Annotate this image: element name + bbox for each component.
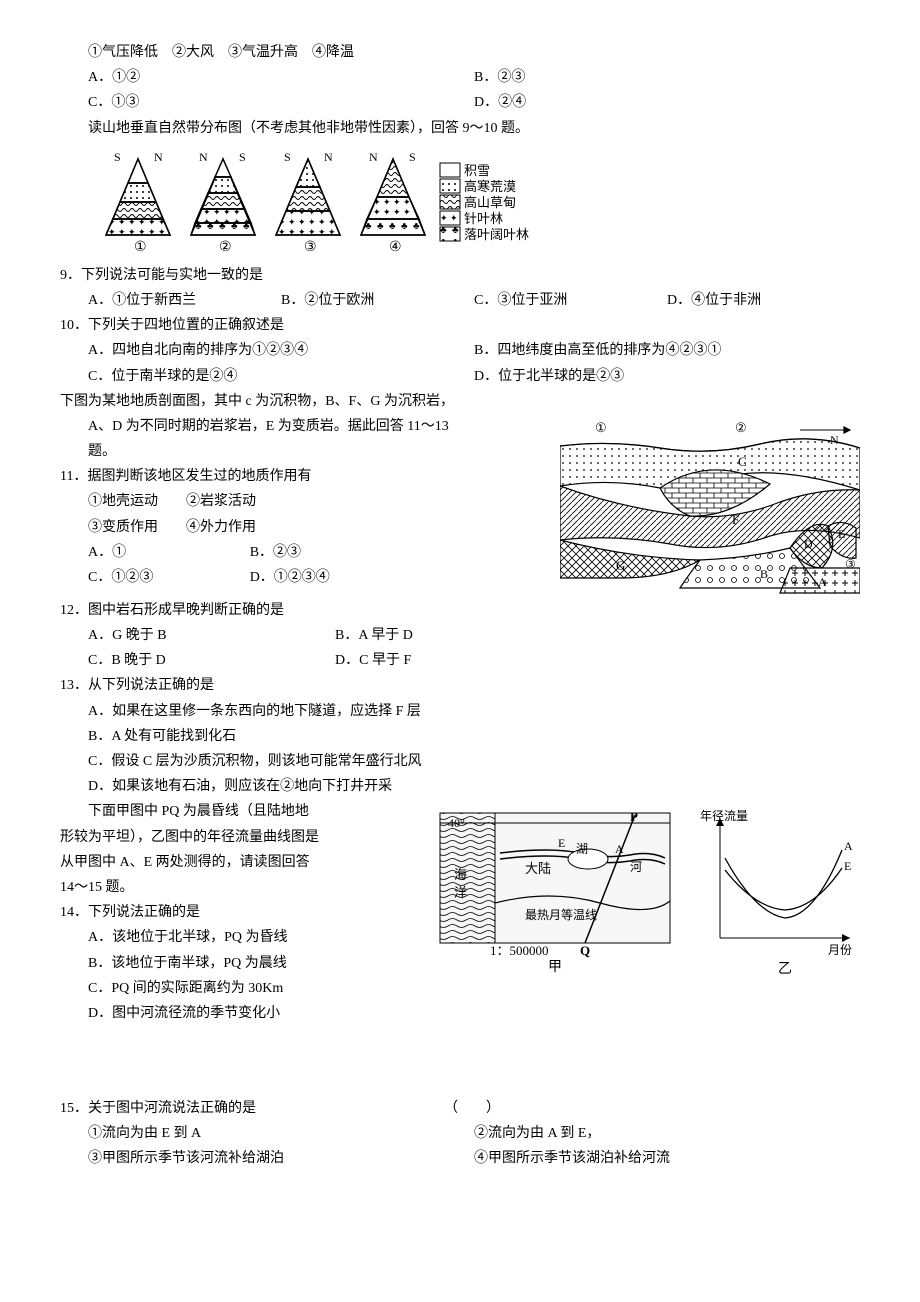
q8-C: C．①③	[88, 90, 474, 115]
map-diagram: 40° P 湖 E A 河 大陆 海 洋 最热月等温线 Q	[430, 803, 860, 978]
svg-text:海: 海	[454, 867, 467, 882]
q13-A: A．如果在这里修一条东西向的地下隧道，应选择 F 层	[88, 699, 860, 724]
geology-diagram: ① ② N C F G B	[560, 418, 860, 598]
q9-stem: 9．下列说法可能与实地一致的是	[60, 263, 860, 288]
intro14-l4: 14～15 题。	[60, 875, 420, 900]
mountain-diagram: ✦ ♣ S N ① N S ② S N	[88, 147, 860, 257]
svg-text:B: B	[760, 567, 768, 581]
q9-C: C．③位于亚洲	[474, 288, 667, 313]
svg-text:湖: 湖	[576, 841, 588, 856]
svg-text:①: ①	[595, 420, 607, 435]
q10-C: C．位于南半球的是②④	[88, 364, 474, 389]
svg-text:S: S	[409, 150, 416, 164]
q12-D: D．C 早于 F	[335, 648, 411, 673]
q10-B: B．四地纬度由高至低的排序为④②③①	[474, 338, 860, 363]
svg-text:C: C	[738, 454, 747, 469]
q11-stem: 11．据图判断该地区发生过的地质作用有	[60, 464, 550, 489]
svg-text:E: E	[844, 859, 851, 873]
q13-B: B．A 处有可能找到化石	[88, 724, 860, 749]
svg-text:N: N	[199, 150, 208, 164]
svg-text:E: E	[558, 836, 565, 850]
q15-stem: 15．关于图中河流说法正确的是	[60, 1096, 444, 1121]
svg-text:落叶阔叶林: 落叶阔叶林	[464, 227, 529, 242]
svg-text:河: 河	[630, 860, 642, 874]
q14-D: D．图中河流径流的季节变化小	[88, 1001, 420, 1026]
intro-11-line2: A、D 为不同时期的岩浆岩，E 为变质岩。据此回答 11～13	[60, 414, 550, 439]
svg-text:③: ③	[304, 240, 317, 255]
intro-11-line3: 题。	[60, 439, 550, 464]
intro-9-10: 读山地垂直自然带分布图（不考虑其他非地带性因素），回答 9～10 题。	[88, 116, 860, 141]
q10-stem: 10．下列关于四地位置的正确叙述是	[60, 313, 860, 338]
q11-l2: ③变质作用 ④外力作用	[60, 515, 550, 540]
svg-text:洋: 洋	[454, 885, 467, 900]
q15-o3: ③甲图所示季节该河流补给湖泊	[88, 1146, 474, 1171]
q14-C: C．PQ 间的实际距离约为 30Km	[88, 976, 420, 1001]
svg-text:N: N	[324, 150, 333, 164]
svg-text:②: ②	[735, 420, 747, 435]
q15-o1: ①流向为由 E 到 A	[88, 1121, 474, 1146]
intro-11-line1: 下图为某地地质剖面图，其中 c 为沉积物，B、F、G 为沉积岩，	[60, 389, 860, 414]
q12-stem: 12．图中岩石形成早晚判断正确的是	[60, 598, 860, 623]
svg-text:月份: 月份	[828, 943, 852, 957]
svg-text:年径流量: 年径流量	[700, 809, 748, 823]
q8-B: B．②③	[474, 65, 860, 90]
q8-options: ①气压降低 ②大风 ③气温升高 ④降温 A．①② B．②③ C．①③ D．②④ …	[60, 40, 860, 141]
q14-stem: 14．下列说法正确的是	[60, 900, 420, 925]
q15-o2: ②流向为由 A 到 E，	[474, 1121, 860, 1146]
svg-text:A: A	[818, 575, 827, 589]
svg-text:①: ①	[134, 240, 147, 255]
svg-text:G: G	[616, 558, 625, 573]
q9-A: A．①位于新西兰	[88, 288, 281, 313]
svg-text:1：500000: 1：500000	[490, 943, 549, 958]
intro14-l2: 形较为平坦），乙图中的年径流量曲线图是	[60, 825, 420, 850]
q13-C: C．假设 C 层为沙质沉积物，则该地可能常年盛行北风	[88, 749, 860, 774]
svg-text:Q: Q	[580, 943, 590, 958]
q13-stem: 13．从下列说法正确的是	[60, 673, 860, 698]
q12-C: C．B 晚于 D	[88, 648, 335, 673]
svg-text:甲: 甲	[548, 960, 562, 975]
svg-text:④: ④	[389, 240, 402, 255]
svg-text:N: N	[154, 150, 163, 164]
q9-B: B．②位于欧洲	[281, 288, 474, 313]
svg-text:③: ③	[845, 557, 856, 571]
q9-D: D．④位于非洲	[667, 288, 860, 313]
svg-text:大陆: 大陆	[525, 861, 551, 876]
svg-text:E: E	[838, 527, 845, 541]
q8-D: D．②④	[474, 90, 860, 115]
q11-C: C．①②③	[88, 565, 250, 590]
svg-text:②: ②	[219, 240, 232, 255]
q11-A: A．①	[88, 540, 250, 565]
svg-text:乙: 乙	[778, 961, 792, 977]
svg-text:高山草甸: 高山草甸	[464, 195, 516, 210]
svg-text:针叶林: 针叶林	[464, 211, 503, 226]
svg-text:D: D	[804, 537, 813, 551]
q15-paren: （ ）	[444, 1096, 500, 1121]
q13-D: D．如果该地有石油，则应该在②地向下打井开采	[88, 774, 860, 799]
q10-A: A．四地自北向南的排序为①②③④	[88, 338, 474, 363]
q12-A: A．G 晚于 B	[88, 623, 335, 648]
svg-text:最热月等温线: 最热月等温线	[525, 908, 597, 922]
q10-D: D．位于北半球的是②③	[474, 364, 860, 389]
q14-A: A．该地位于北半球，PQ 为昏线	[88, 925, 420, 950]
svg-text:S: S	[239, 150, 246, 164]
q11-D: D．①②③④	[250, 565, 330, 590]
q12-B: B．A 早于 D	[335, 623, 413, 648]
intro14-l1: 下面甲图中 PQ 为晨昏线（且陆地地	[60, 799, 420, 824]
svg-text:S: S	[284, 150, 291, 164]
svg-text:S: S	[114, 150, 121, 164]
svg-text:A: A	[844, 839, 853, 853]
q8-circled-list: ①气压降低 ②大风 ③气温升高 ④降温	[88, 40, 860, 65]
q15-o4: ④甲图所示季节该湖泊补给河流	[474, 1146, 860, 1171]
q11-B: B．②③	[250, 540, 301, 565]
svg-text:N: N	[369, 150, 378, 164]
q14-B: B．该地位于南半球，PQ 为晨线	[88, 951, 420, 976]
q8-A: A．①②	[88, 65, 474, 90]
intro14-l3: 从甲图中 A、E 两处测得的，请读图回答	[60, 850, 420, 875]
svg-text:积雪: 积雪	[464, 163, 490, 178]
svg-text:F: F	[732, 512, 739, 527]
q11-l1: ①地壳运动 ②岩浆活动	[60, 489, 550, 514]
svg-text:高寒荒漠: 高寒荒漠	[464, 179, 516, 194]
